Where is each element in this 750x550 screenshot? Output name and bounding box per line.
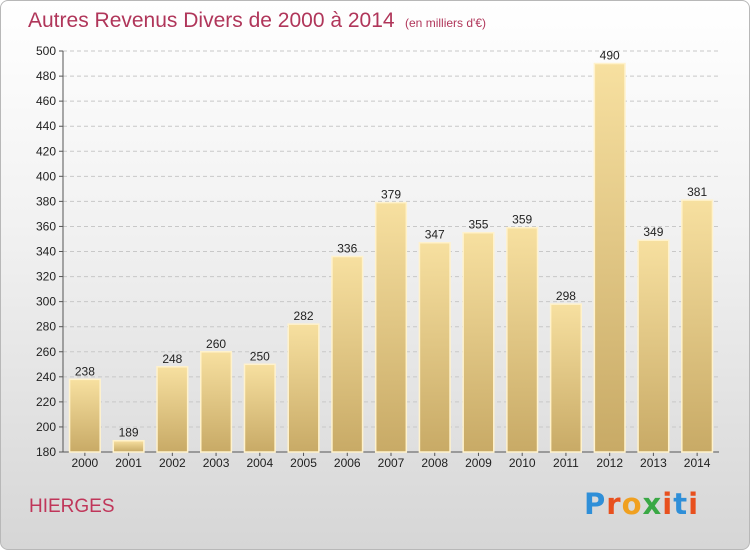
bar-2009 bbox=[462, 231, 495, 453]
y-tick-label: 380 bbox=[36, 194, 56, 208]
x-tick-label-2001: 2001 bbox=[115, 456, 142, 470]
bar-2006 bbox=[331, 255, 364, 453]
x-tick-label-2013: 2013 bbox=[640, 456, 667, 470]
bar-2004 bbox=[243, 363, 276, 453]
y-tick-label: 260 bbox=[36, 345, 56, 359]
x-tick-label-2003: 2003 bbox=[203, 456, 230, 470]
y-tick-label: 320 bbox=[36, 270, 56, 284]
logo-letter: o bbox=[621, 487, 643, 521]
bar-2003 bbox=[200, 351, 233, 453]
value-label-2010: 359 bbox=[512, 213, 532, 227]
bar-2002 bbox=[156, 366, 189, 453]
labels: 180 200 220 240 260 280 300 320 340 360 380 400 420 4… bbox=[36, 44, 711, 470]
x-tick-label-2012: 2012 bbox=[596, 456, 623, 470]
y-tick-label: 500 bbox=[36, 44, 56, 58]
x-tick-label-2009: 2009 bbox=[465, 456, 492, 470]
value-label-2005: 282 bbox=[294, 309, 314, 323]
value-label-2012: 490 bbox=[600, 49, 620, 63]
y-tick-label: 460 bbox=[36, 94, 56, 108]
place-name: HIERGES bbox=[29, 496, 115, 517]
logo-letter: r bbox=[606, 487, 622, 521]
logo-letter: t bbox=[673, 487, 689, 521]
bar-2008 bbox=[418, 241, 451, 453]
y-tick-label: 200 bbox=[36, 420, 56, 434]
logo-letter: x bbox=[642, 487, 663, 521]
bar-2014 bbox=[681, 199, 714, 453]
bar-2005 bbox=[287, 323, 320, 453]
y-tick-label: 360 bbox=[36, 219, 56, 233]
y-tick-label: 440 bbox=[36, 119, 56, 133]
y-tick-label: 220 bbox=[36, 395, 56, 409]
value-label-2009: 355 bbox=[468, 218, 488, 232]
bar-2012 bbox=[593, 62, 626, 453]
x-tick-label-2004: 2004 bbox=[246, 456, 273, 470]
bar-2007 bbox=[374, 201, 408, 453]
value-label-2001: 189 bbox=[119, 426, 139, 440]
bar-2001 bbox=[112, 439, 145, 453]
logo-letter: P bbox=[584, 487, 607, 521]
bars bbox=[68, 62, 714, 453]
x-tick-label-2000: 2000 bbox=[72, 456, 99, 470]
chart-subtitle: (en milliers d'€) bbox=[405, 16, 486, 30]
y-tick-label: 400 bbox=[36, 169, 56, 183]
bar-2011 bbox=[549, 303, 582, 453]
y-tick-label: 180 bbox=[36, 445, 56, 459]
x-tick-label-2006: 2006 bbox=[334, 456, 361, 470]
y-tick-label: 300 bbox=[36, 295, 56, 309]
x-tick-label-2010: 2010 bbox=[509, 456, 536, 470]
value-label-2014: 381 bbox=[687, 185, 707, 199]
bar-2010 bbox=[506, 226, 539, 453]
value-label-2008: 347 bbox=[425, 228, 445, 242]
value-label-2011: 298 bbox=[556, 289, 576, 303]
value-label-2000: 238 bbox=[75, 364, 95, 378]
x-tick-label-2007: 2007 bbox=[378, 456, 405, 470]
y-tick-label: 280 bbox=[36, 320, 56, 334]
x-tick-label-2008: 2008 bbox=[421, 456, 448, 470]
y-tick-label: 340 bbox=[36, 245, 56, 259]
logo-letter: i bbox=[688, 487, 700, 521]
value-label-2007: 379 bbox=[381, 188, 401, 202]
x-tick-label-2011: 2011 bbox=[553, 456, 579, 470]
chart-title: Autres Revenus Divers de 2000 à 2014 bbox=[28, 9, 395, 32]
bar-2013 bbox=[637, 239, 670, 453]
value-label-2013: 349 bbox=[643, 225, 663, 239]
value-label-2006: 336 bbox=[337, 242, 357, 256]
value-label-2002: 248 bbox=[162, 352, 182, 366]
x-tick-label-2014: 2014 bbox=[684, 456, 711, 470]
y-tick-label: 240 bbox=[36, 370, 56, 384]
bar-2000 bbox=[68, 378, 101, 453]
x-tick-label-2005: 2005 bbox=[290, 456, 317, 470]
value-label-2004: 250 bbox=[250, 349, 270, 363]
value-label-2003: 260 bbox=[206, 337, 226, 351]
proxiti-logo: Proxiti bbox=[584, 487, 699, 521]
logo-letter: i bbox=[662, 487, 674, 521]
y-tick-label: 480 bbox=[36, 69, 56, 83]
chart-title-block: Autres Revenus Divers de 2000 à 2014 (en… bbox=[28, 9, 486, 33]
x-tick-label-2002: 2002 bbox=[159, 456, 186, 470]
y-tick-label: 420 bbox=[36, 144, 56, 158]
